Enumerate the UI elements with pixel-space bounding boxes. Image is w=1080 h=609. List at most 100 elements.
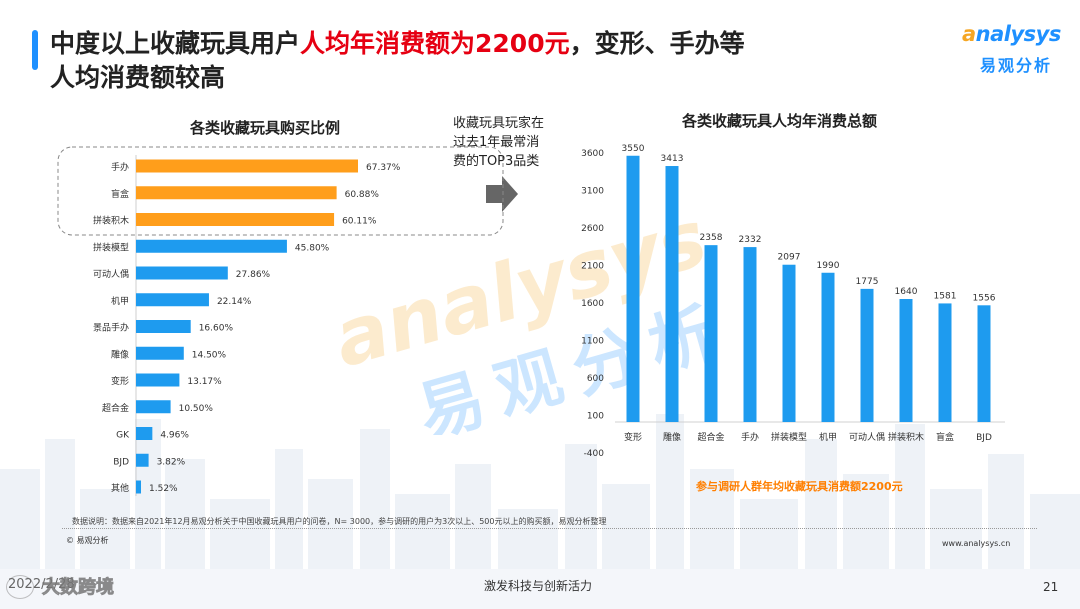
logo-english: analysys bbox=[962, 22, 1061, 46]
logo-english-rest: nalysys bbox=[975, 22, 1062, 46]
arrow-right-icon bbox=[486, 176, 518, 212]
right-bar bbox=[665, 166, 679, 422]
wechat-icon bbox=[6, 575, 34, 599]
right-category-label: 手办 bbox=[741, 431, 759, 443]
right-bar bbox=[977, 305, 991, 422]
left-bar bbox=[136, 480, 142, 494]
right-y-tick-label: 1100 bbox=[581, 337, 604, 347]
top3-highlight-box bbox=[57, 146, 504, 236]
left-value-label: 4.96% bbox=[160, 431, 189, 441]
right-category-label: 盲盒 bbox=[936, 431, 954, 443]
left-bar bbox=[136, 400, 171, 414]
right-chart-note: 参与调研人群年均收藏玩具消费额2200元 bbox=[696, 480, 903, 493]
left-value-label: 27.86% bbox=[236, 270, 271, 280]
right-value-label: 1581 bbox=[934, 291, 957, 301]
left-category-label: 盲盒 bbox=[111, 188, 129, 200]
right-value-label: 1775 bbox=[856, 277, 879, 287]
left-category-label: GK bbox=[116, 431, 130, 441]
left-category-label: 其他 bbox=[111, 482, 129, 494]
copyright-text: © 易观分析 bbox=[66, 536, 109, 545]
right-category-label: 超合金 bbox=[697, 431, 724, 443]
right-bar bbox=[899, 299, 913, 422]
right-bar bbox=[938, 303, 952, 422]
right-chart-title: 各类收藏玩具人均年消费总额 bbox=[682, 112, 878, 130]
slogan: 激发科技与创新活力 bbox=[484, 579, 593, 593]
left-category-label: 手办 bbox=[111, 161, 129, 173]
callout-line3: 费的TOP3品类 bbox=[453, 154, 540, 169]
left-category-label: 机甲 bbox=[111, 295, 129, 307]
left-value-label: 10.50% bbox=[179, 404, 214, 414]
right-category-label: 雕像 bbox=[663, 431, 681, 443]
right-y-tick-label: 2600 bbox=[581, 224, 604, 234]
callout-line1: 收藏玩具玩家在 bbox=[453, 116, 545, 131]
right-value-label: 1640 bbox=[895, 287, 918, 297]
right-bar bbox=[704, 245, 718, 422]
left-value-label: 60.11% bbox=[342, 217, 377, 227]
left-value-label: 67.37% bbox=[366, 163, 401, 173]
right-bar bbox=[782, 264, 796, 422]
left-bar bbox=[136, 266, 228, 280]
left-bar bbox=[136, 213, 335, 226]
left-bar bbox=[136, 373, 180, 387]
left-value-label: 3.82% bbox=[157, 457, 186, 467]
website-link[interactable]: www.analysys.cn bbox=[942, 539, 1011, 548]
title-accent-bar bbox=[32, 30, 38, 70]
left-bar bbox=[136, 453, 149, 467]
left-value-label: 45.80% bbox=[295, 243, 330, 253]
right-y-tick-label: 600 bbox=[587, 374, 604, 384]
left-bar bbox=[136, 320, 191, 333]
left-value-label: 14.50% bbox=[192, 350, 227, 360]
logo-chinese: 易观分析 bbox=[980, 56, 1053, 75]
right-bar bbox=[743, 247, 757, 422]
left-bar bbox=[136, 293, 209, 307]
top3-callout: 收藏玩具玩家在 过去1年最常消 费的TOP3品类 bbox=[453, 114, 544, 171]
footer-divider bbox=[62, 528, 1037, 530]
left-category-label: 拼装模型 bbox=[93, 241, 129, 253]
title-line2: 人均消费额较高 bbox=[50, 63, 226, 92]
title-part2: ，变形、手办等 bbox=[569, 29, 745, 58]
right-y-tick-label: 3600 bbox=[581, 149, 604, 159]
wechat-account-watermark: 大数跨境 bbox=[42, 577, 115, 599]
logo-mark-letter: a bbox=[962, 22, 976, 46]
right-category-label: 拼装模型 bbox=[771, 431, 807, 443]
left-category-label: 景品手办 bbox=[93, 322, 129, 334]
left-category-label: 拼装积木 bbox=[93, 215, 129, 227]
right-value-label: 3413 bbox=[661, 154, 684, 164]
right-bar bbox=[860, 288, 874, 422]
right-y-tick-label: 3100 bbox=[581, 187, 604, 197]
left-value-label: 1.52% bbox=[149, 484, 178, 494]
right-value-label: 2332 bbox=[739, 235, 762, 245]
left-chart-title: 各类收藏玩具购买比例 bbox=[190, 119, 341, 137]
left-bar bbox=[136, 427, 153, 440]
right-value-label: 1556 bbox=[973, 293, 996, 303]
right-value-label: 1990 bbox=[817, 261, 840, 271]
right-category-label: 变形 bbox=[624, 431, 642, 443]
left-value-label: 22.14% bbox=[217, 297, 252, 307]
left-bar bbox=[136, 159, 358, 173]
right-category-label: BJD bbox=[976, 433, 992, 443]
date-text: 2022/2/28 bbox=[8, 577, 75, 592]
right-y-tick-label: -400 bbox=[584, 449, 605, 459]
left-value-label: 13.17% bbox=[187, 377, 222, 387]
right-y-tick-label: 100 bbox=[587, 412, 604, 422]
skyline-background bbox=[0, 414, 1080, 569]
right-bar bbox=[821, 272, 835, 422]
right-value-label: 3550 bbox=[622, 144, 645, 154]
right-value-label: 2097 bbox=[778, 253, 801, 263]
left-bar bbox=[136, 186, 337, 200]
right-category-label: 可动人偶 bbox=[849, 431, 885, 443]
right-category-label: 拼装积木 bbox=[888, 431, 924, 443]
page-number: 21 bbox=[1043, 580, 1059, 594]
left-value-label: 16.60% bbox=[199, 324, 234, 334]
analysys-logo: analysys 易观分析 bbox=[962, 22, 1066, 78]
callout-line2: 过去1年最常消 bbox=[453, 135, 540, 150]
left-category-label: BJD bbox=[113, 457, 129, 467]
left-category-label: 超合金 bbox=[102, 402, 129, 414]
data-source-note: 数据说明：数据来自2021年12月易观分析关于中国收藏玩具用户的问卷，N= 30… bbox=[72, 517, 607, 526]
title-highlight: 人均年消费额为2200元 bbox=[300, 29, 570, 58]
left-value-label: 60.88% bbox=[345, 190, 380, 200]
right-bar bbox=[626, 155, 640, 422]
page-title: 中度以上收藏玩具用户人均年消费额为2200元，变形、手办等 人均消费额较高 bbox=[50, 27, 870, 95]
